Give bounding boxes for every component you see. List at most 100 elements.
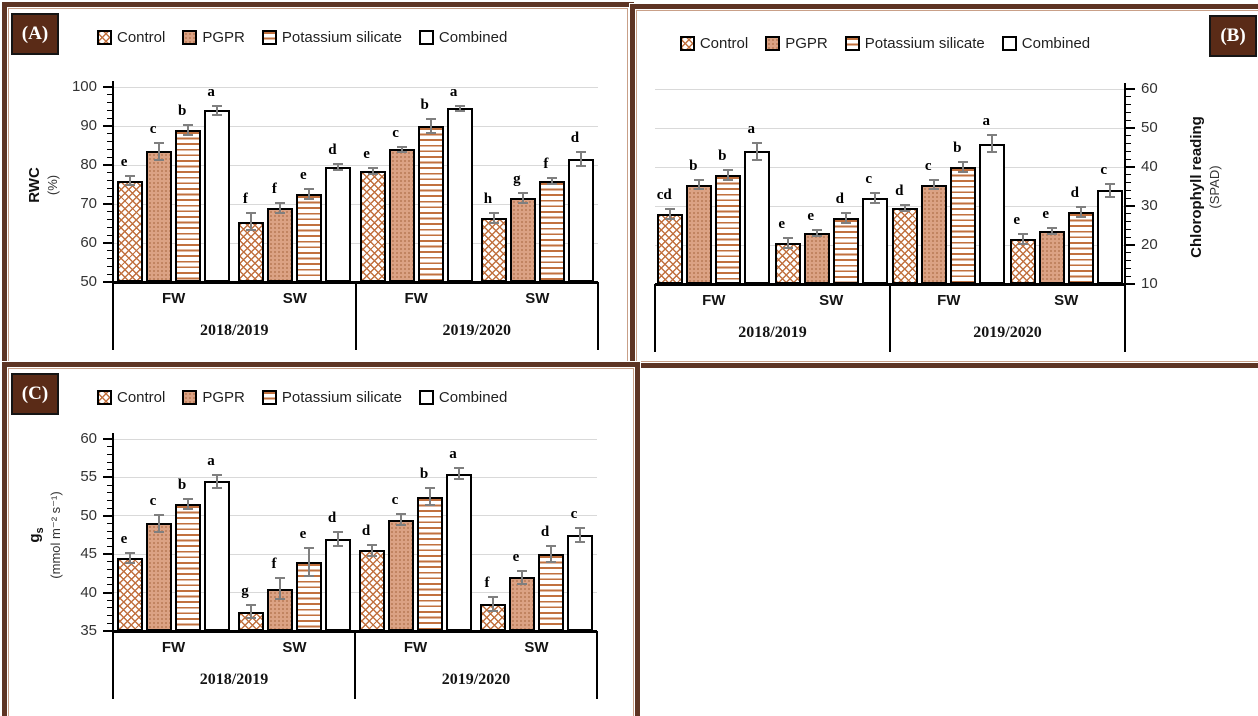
- error-bar: [1108, 182, 1111, 199]
- category-divider: [354, 631, 356, 699]
- error-bar: [786, 237, 789, 249]
- axis-minor-tick: [107, 522, 112, 524]
- axis-tick-label: 30: [1141, 197, 1158, 214]
- significance-letter: e: [300, 167, 307, 184]
- axis-minor-tick: [107, 461, 112, 463]
- error-bar-cap: [154, 514, 164, 517]
- bar-pgpr: [388, 149, 415, 282]
- error-bar-cap: [425, 131, 436, 134]
- significance-letter: c: [149, 493, 157, 510]
- error-bar: [129, 174, 132, 187]
- error-bar-cap: [1017, 233, 1028, 236]
- axis-minor-tick: [107, 607, 112, 609]
- error-bar-cap: [367, 166, 378, 169]
- water-group-label: SW: [1054, 292, 1079, 309]
- error-bar-cap: [154, 159, 165, 162]
- axis-major-tick: [103, 591, 112, 594]
- error-bar-cap: [212, 114, 223, 117]
- legend-label: Combined: [438, 29, 508, 46]
- axis-minor-tick: [1126, 135, 1131, 137]
- error-bar-cap: [1104, 182, 1115, 185]
- bar-control: [774, 243, 801, 284]
- error-bar-cap: [811, 235, 822, 238]
- error-bar-cap: [396, 145, 407, 148]
- significance-letter: b: [689, 157, 698, 174]
- axis-minor-tick: [107, 584, 112, 586]
- error-bar-cap: [869, 192, 880, 195]
- gridline: [113, 592, 597, 594]
- significance-letter: f: [271, 556, 277, 573]
- season-label: 2018/2019: [738, 324, 807, 341]
- legend-swatch-dots: [182, 390, 198, 405]
- gridline: [113, 164, 598, 166]
- axis-major-tick: [1126, 88, 1135, 90]
- axis-minor-tick: [107, 109, 112, 111]
- significance-letter: a: [449, 446, 457, 463]
- y-axis-title-units: (%): [44, 174, 60, 195]
- legend-label: Control: [117, 389, 166, 406]
- significance-letter: a: [449, 83, 458, 100]
- bar-combined: [1096, 190, 1123, 284]
- error-bar-cap: [304, 198, 315, 201]
- legend-label: PGPR: [785, 35, 828, 52]
- axis-minor-tick: [107, 469, 112, 471]
- axis-minor-tick: [107, 187, 112, 189]
- gridline: [113, 553, 597, 555]
- bar-pgpr: [509, 577, 535, 631]
- axis-minor-tick: [107, 484, 112, 486]
- panel-b: (B) Control PGPR Potassium silicate Combine…: [630, 4, 1258, 368]
- axis-major-tick: [103, 242, 112, 244]
- error-bar-cap: [333, 163, 344, 166]
- error-bar-cap: [454, 467, 464, 470]
- axis-minor-tick: [107, 446, 112, 448]
- error-bar-cap: [246, 617, 256, 620]
- category-divider: [112, 282, 114, 350]
- error-bar: [129, 551, 131, 565]
- y-axis-line: [112, 81, 114, 284]
- error-bar-cap: [665, 207, 676, 210]
- axis-tick-label: 60: [80, 234, 97, 251]
- error-bar-cap: [454, 104, 465, 107]
- error-bar: [550, 176, 553, 185]
- error-bar: [579, 527, 581, 543]
- error-bar-cap: [154, 530, 164, 533]
- error-bar-cap: [517, 582, 527, 585]
- error-bar: [1079, 206, 1082, 218]
- gridline: [655, 127, 1125, 129]
- axis-major-tick: [103, 476, 112, 479]
- significance-letter: cd: [656, 186, 672, 203]
- error-bar: [308, 546, 310, 578]
- bar-pgpr: [509, 198, 536, 282]
- error-bar-cap: [212, 104, 223, 107]
- error-bar-cap: [900, 204, 911, 207]
- chart-legend: Control PGPR Potassium silicate Combined: [655, 35, 1115, 52]
- significance-letter: b: [718, 147, 727, 164]
- significance-letter: f: [242, 190, 248, 207]
- error-bar: [579, 151, 582, 167]
- panel-c: (C) Control PGPR Potassium silicate Combine…: [2, 362, 640, 716]
- error-bar-cap: [488, 609, 498, 612]
- error-bar-cap: [454, 477, 464, 480]
- legend-label: Combined: [1021, 35, 1091, 52]
- significance-letter: c: [392, 124, 399, 141]
- bar-control: [892, 207, 919, 284]
- gridline: [113, 125, 598, 127]
- significance-letter: d: [328, 142, 337, 159]
- error-bar-cap: [1046, 227, 1057, 230]
- error-bar-cap: [546, 176, 557, 179]
- water-group-label: FW: [937, 292, 961, 309]
- category-divider: [597, 282, 599, 350]
- y-axis-title-main: RWC: [26, 166, 43, 203]
- error-bar: [187, 498, 189, 511]
- axis-minor-tick: [107, 273, 112, 275]
- axis-minor-tick: [1126, 213, 1131, 215]
- axis-minor-tick: [107, 561, 112, 563]
- bar-potassium-silicate: [417, 126, 444, 282]
- axis-minor-tick: [1126, 260, 1131, 262]
- bar-combined: [446, 108, 473, 282]
- legend-swatch-dots: [182, 30, 198, 45]
- axis-minor-tick: [1126, 119, 1131, 121]
- legend-item: Control: [97, 29, 165, 46]
- category-divider: [596, 631, 598, 699]
- error-bar: [216, 104, 219, 117]
